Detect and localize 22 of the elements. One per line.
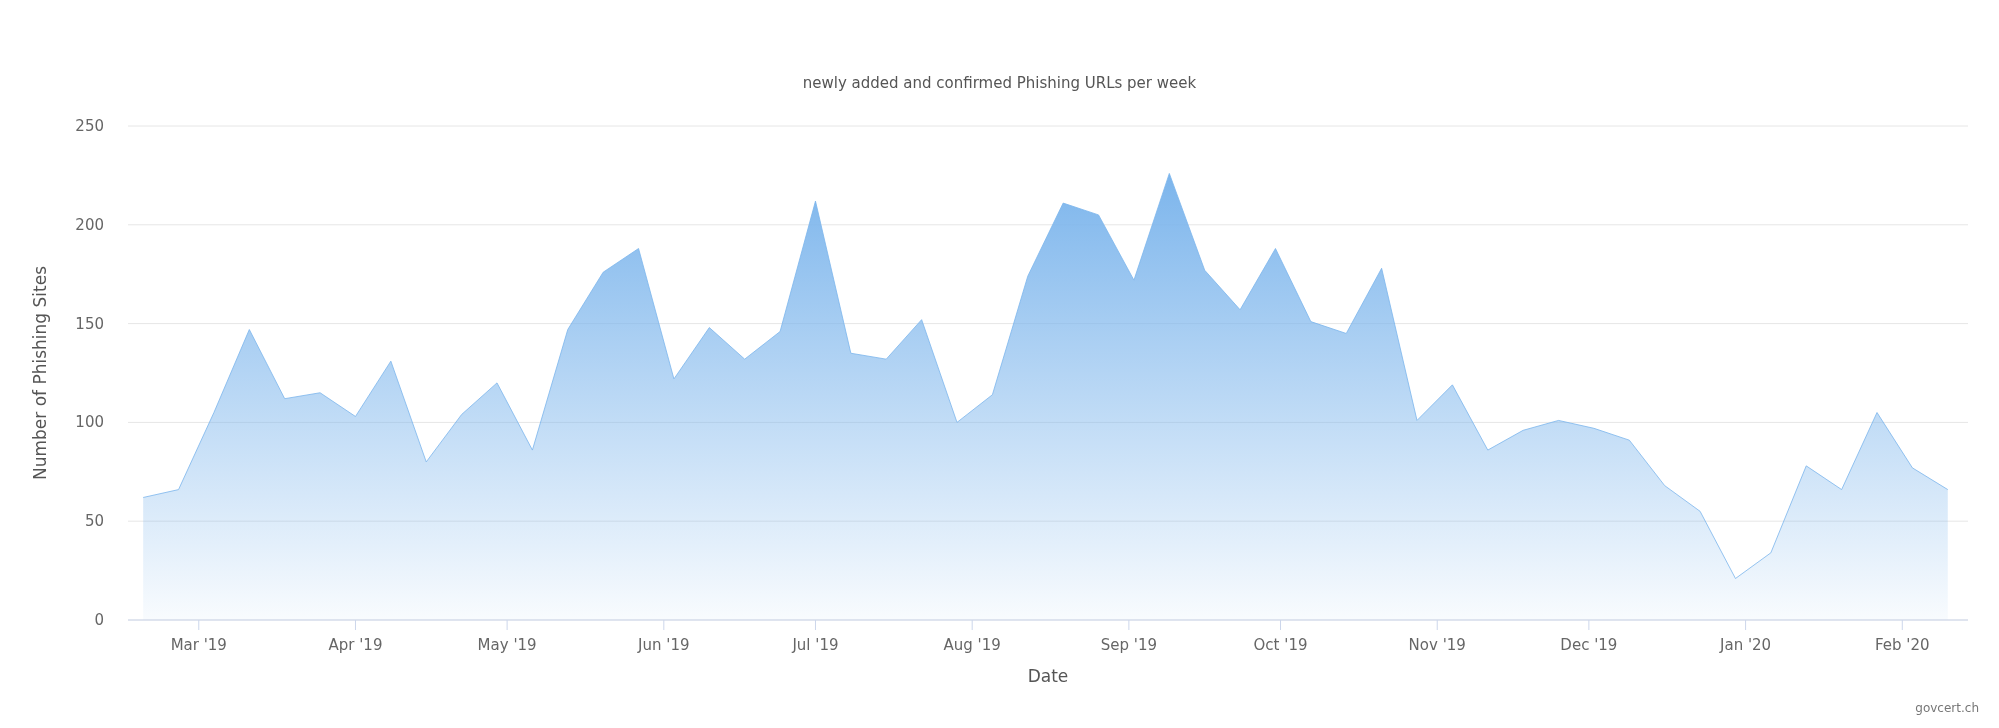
y-tick-label: 150 bbox=[75, 314, 104, 333]
text: govcert.ch bbox=[1915, 701, 1979, 715]
x-tick-label: Nov '19 bbox=[1408, 636, 1466, 654]
x-tick-label: Dec '19 bbox=[1560, 636, 1618, 654]
y-tick-label: 200 bbox=[75, 215, 104, 234]
x-tick-label: May '19 bbox=[477, 636, 537, 654]
x-tick-label: Jan '20 bbox=[1719, 636, 1772, 654]
y-tick-label: 50 bbox=[84, 512, 104, 531]
y-axis-title: Number of Phishing Sites bbox=[30, 265, 50, 481]
x-tick-label: Sep '19 bbox=[1100, 636, 1157, 654]
chart-subtitle: newly added and confirmed Phishing URLs per week bbox=[802, 74, 1197, 92]
y-tick-label: 250 bbox=[75, 117, 104, 135]
x-tick-label: Jun '19 bbox=[637, 636, 690, 654]
x-tick-label: Jul '19 bbox=[791, 636, 839, 654]
y-tick-label: 0 bbox=[94, 611, 104, 629]
x-tick-label: Oct '19 bbox=[1253, 636, 1308, 654]
x-tick-label: Feb '20 bbox=[1875, 636, 1930, 654]
x-axis-title: Date bbox=[1027, 666, 1069, 686]
x-tick-label: Apr '19 bbox=[328, 636, 383, 654]
y-tick-label: 100 bbox=[75, 413, 104, 432]
x-tick-label: Mar '19 bbox=[170, 636, 227, 654]
x-tick-label: Aug '19 bbox=[943, 636, 1001, 654]
